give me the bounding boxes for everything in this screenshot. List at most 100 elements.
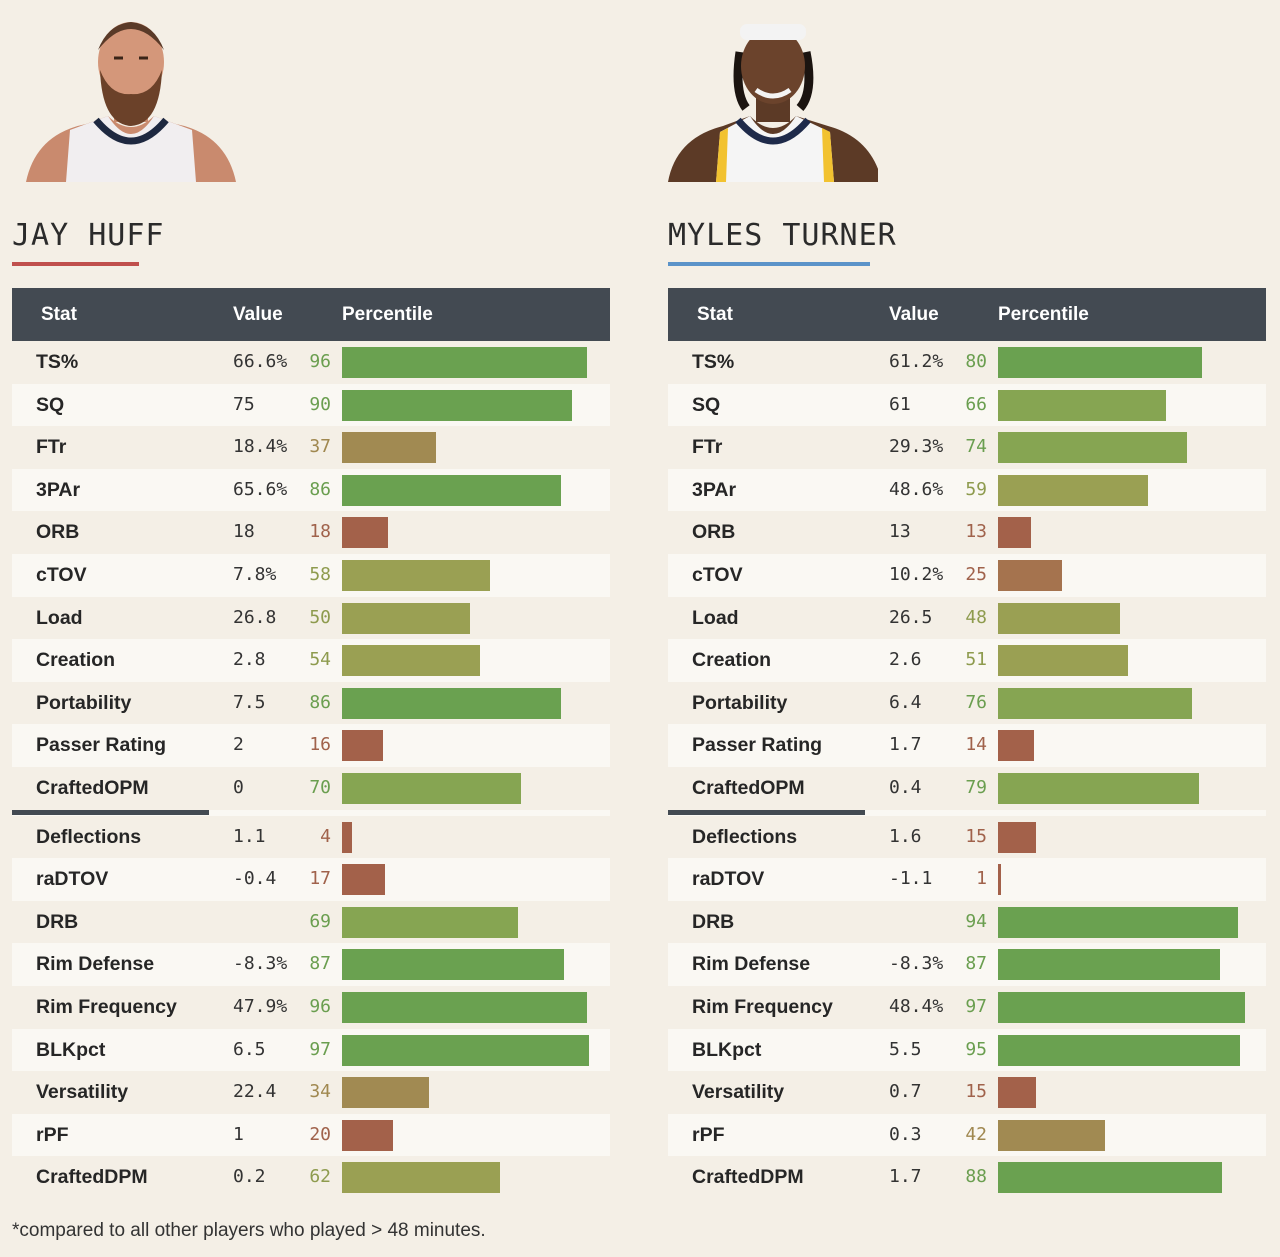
table-row: 3PAr 65.6% 86 [12,468,610,512]
stat-name: cTOV [692,563,743,586]
percentile-number: 66 [965,393,987,415]
stat-name: rPF [692,1123,725,1146]
percentile-number: 59 [965,478,987,500]
stat-name: BLKpct [36,1038,106,1061]
stat-value: 2 [233,734,244,756]
header-percentile: Percentile [998,304,1089,325]
percentile-bar [998,474,1149,506]
stat-name: DRB [692,910,735,933]
percentile-number: 20 [309,1123,331,1145]
stat-value: 66.6% [233,351,288,372]
stat-value: 65.6% [233,478,288,500]
stat-name: Load [36,606,83,629]
percentile-number: 14 [965,734,987,756]
percentile-number: 97 [965,995,987,1017]
stat-name: Deflections [36,825,142,848]
table-row: SQ 61 66 [668,383,1266,427]
table-row: Creation 2.8 54 [12,639,610,682]
stat-name: Rim Defense [692,953,811,976]
percentile-number: 96 [309,351,331,372]
percentile-number: 96 [309,995,331,1017]
section-divider [12,809,610,816]
percentile-bar [998,559,1062,591]
stat-name: 3PAr [692,478,737,501]
percentile-bar [998,730,1034,762]
percentile-number: 13 [965,521,987,543]
player-name-underline [12,262,139,266]
percentile-number: 97 [309,1038,331,1060]
stat-name: BLKpct [692,1038,762,1061]
percentile-number: 88 [965,1166,987,1188]
stat-name: Portability [36,691,132,714]
stat-name: DRB [36,910,79,933]
percentile-number: 37 [309,436,331,458]
stat-name: CraftedOPM [692,776,805,799]
table-row: SQ 75 90 [12,383,610,427]
percentile-bar [998,347,1202,378]
percentile-bar [998,821,1037,853]
percentile-bar [998,1077,1037,1109]
stat-value: 1.7 [889,1166,922,1188]
stat-name: Portability [692,691,788,714]
percentile-bar [998,1119,1106,1151]
table-row: Rim Frequency 47.9% 96 [12,986,610,1029]
percentile-number: 16 [309,734,331,756]
table-row: Versatility 22.4 34 [12,1071,610,1114]
stat-value: 18 [233,521,255,543]
percentile-bar [998,432,1187,464]
percentile-number: 50 [309,606,331,628]
table-row: Load 26.5 48 [668,597,1266,640]
percentile-bar [342,474,562,506]
percentile-bar [998,906,1238,938]
table-row: CraftedDPM 0.2 62 [12,1156,610,1199]
stat-name: cTOV [36,563,87,586]
stat-value: 0 [233,776,244,798]
stat-name: TS% [692,351,735,373]
stat-value: 5.5 [889,1038,922,1060]
percentile-bar [998,602,1121,634]
percentile-bar [342,949,564,981]
stats-table: TS% 66.6% 96 SQ 75 90 FTr 18.4% 37 3PAr 65.6% 86 ORB… [12,341,610,1199]
stat-value: 1.1 [233,825,266,847]
table-row: BLKpct 6.5 97 [12,1028,610,1072]
stat-name: ORB [36,521,80,544]
percentile-bar [342,1077,429,1109]
stat-value: 6.5 [233,1038,266,1060]
percentile-bar [998,1034,1241,1066]
percentile-bar [342,517,388,549]
stat-name: Passer Rating [692,734,823,757]
percentile-bar [342,906,518,938]
header-stat: Stat [697,304,733,325]
stat-value: -8.3% [233,953,288,975]
percentile-bar [998,687,1192,719]
table-row: Rim Defense -8.3% 87 [668,943,1266,986]
stat-value: 10.2% [889,563,944,585]
stat-name: rPF [36,1123,69,1146]
table-row: ORB 13 13 [668,511,1266,554]
stat-value: 26.5 [889,606,933,628]
section-divider-segment [12,809,209,815]
percentile-bar [998,991,1246,1023]
player-name: JAY HUFF [12,218,165,253]
percentile-bar [342,432,437,464]
stat-value: 26.8 [233,606,277,628]
stat-name: CraftedDPM [36,1166,148,1189]
table-row: CraftedOPM 0.4 79 [668,767,1266,810]
stat-value: 75 [233,393,255,415]
percentile-bar [998,772,1200,804]
percentile-bar [342,1162,501,1194]
stat-value: 2.6 [889,649,922,671]
percentile-bar [342,821,353,853]
player-headshot-image [26,22,236,182]
stat-name: Creation [692,649,772,672]
stat-value: 22.4 [233,1081,277,1103]
percentile-bar [342,559,490,591]
stat-name: FTr [36,436,67,459]
footnote: *compared to all other players who playe… [12,1220,486,1241]
percentile-bar [998,389,1167,421]
stat-name: ORB [692,521,736,544]
stat-value: 29.3% [889,436,944,458]
table-row: cTOV 7.8% 58 [12,553,610,597]
stat-value: -0.4 [233,868,277,890]
percentile-bar [342,730,383,762]
